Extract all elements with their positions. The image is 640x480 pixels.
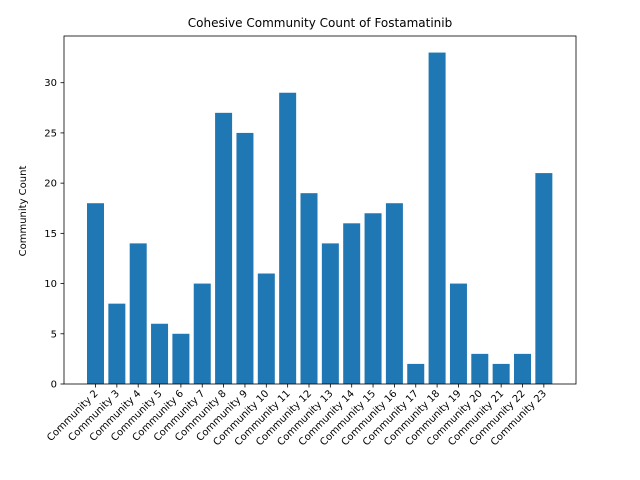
bar-8 xyxy=(236,132,254,384)
y-tick-label: 25 xyxy=(44,128,57,139)
bar-20 xyxy=(492,363,510,384)
bar-16 xyxy=(407,363,425,384)
y-tick-label: 20 xyxy=(44,179,57,190)
y-ticks-group: 0 5 10 15 20 25 30 xyxy=(44,78,64,391)
bar-22 xyxy=(535,173,553,384)
bar-1 xyxy=(87,203,104,384)
bar-21 xyxy=(514,353,531,384)
bar-3 xyxy=(129,243,147,384)
bar-13 xyxy=(343,223,361,384)
bar-14 xyxy=(364,213,382,384)
chart-title: Cohesive Community Count of Fostamatinib xyxy=(188,16,452,30)
bar-4 xyxy=(151,323,169,384)
bar-5 xyxy=(172,333,190,384)
bar-11 xyxy=(300,193,318,384)
y-axis-label: Community Count xyxy=(18,166,29,257)
y-tick-label: 5 xyxy=(51,329,57,340)
bar-18 xyxy=(449,283,467,384)
plot-frame xyxy=(63,35,577,385)
bar-17 xyxy=(428,52,446,384)
bar-15 xyxy=(385,203,403,384)
bar-6 xyxy=(193,283,211,384)
bar-7 xyxy=(215,112,233,384)
y-tick-label: 0 xyxy=(51,380,57,391)
y-tick-label: 30 xyxy=(44,78,57,89)
bar-12 xyxy=(321,243,339,384)
y-tick-label: 10 xyxy=(44,279,57,290)
bar-10 xyxy=(279,92,297,385)
bar-19 xyxy=(471,353,489,384)
bar-2 xyxy=(108,303,126,384)
y-tick-label: 15 xyxy=(44,229,57,240)
bars-group xyxy=(87,52,553,385)
bar-9 xyxy=(257,273,275,384)
